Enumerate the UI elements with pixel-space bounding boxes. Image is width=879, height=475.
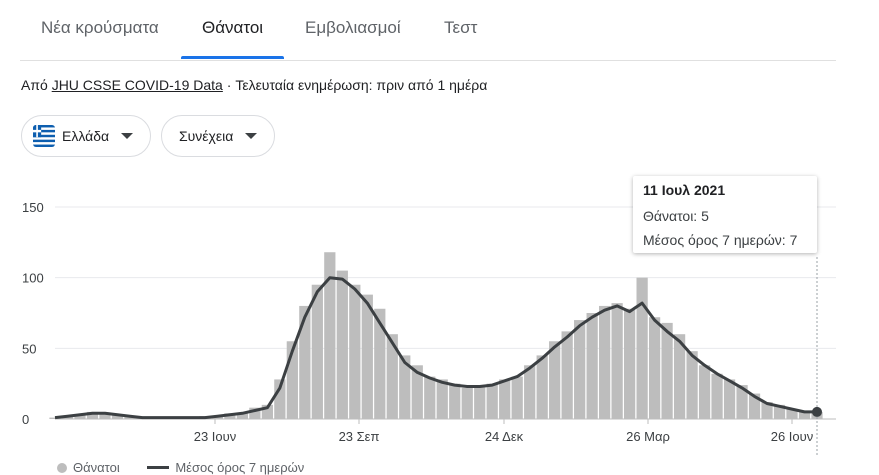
active-tab-indicator xyxy=(181,56,284,59)
chevron-down-icon xyxy=(121,133,134,139)
daily-deaths-bar xyxy=(386,334,398,419)
daily-deaths-bar xyxy=(436,379,448,419)
daily-deaths-bar xyxy=(299,305,311,419)
source-separator: · xyxy=(226,77,232,93)
tab-tests[interactable]: Τεστ xyxy=(444,18,478,37)
y-tick-label: 100 xyxy=(22,271,44,286)
last-updated: Τελευταία ενημέρωση: πριν από 1 ημέρα xyxy=(235,77,488,93)
legend-bars-swatch xyxy=(57,463,67,473)
daily-deaths-bar xyxy=(349,284,361,419)
daily-deaths-bar xyxy=(536,355,548,419)
daily-deaths-bar xyxy=(249,407,261,419)
tooltip-deaths-label: Θάνατοι: xyxy=(643,208,698,224)
tooltip-avg-value: 7 xyxy=(789,232,798,248)
daily-deaths-bar xyxy=(86,411,99,419)
y-tick-label: 50 xyxy=(22,341,36,356)
legend-line-label: Μέσος όρος 7 ημερών xyxy=(175,460,305,475)
daily-deaths-bar xyxy=(586,313,598,419)
daily-deaths-bar xyxy=(611,303,623,419)
tab-bar: Νέα κρούσματα Θάνατοι Εμβολιασμοί Τεστ xyxy=(20,0,836,61)
daily-deaths-bar xyxy=(524,365,536,419)
tooltip-deaths: Θάνατοι: 5 xyxy=(643,204,807,228)
daily-deaths-bar xyxy=(424,376,436,419)
x-tick-label: 26 Μαρ xyxy=(626,429,670,444)
daily-deaths-bar xyxy=(661,322,673,419)
daily-deaths-bar xyxy=(698,365,711,419)
daily-deaths-bar xyxy=(486,383,498,419)
daily-deaths-bar xyxy=(261,404,273,419)
daily-deaths-bar xyxy=(286,341,298,419)
daily-deaths-bar xyxy=(74,414,86,419)
daily-deaths-bar xyxy=(648,317,661,419)
daily-deaths-bar xyxy=(499,379,511,419)
daily-deaths-bar xyxy=(673,334,686,419)
daily-deaths-bar xyxy=(474,386,486,419)
tooltip-date: 11 Ιουλ 2021 xyxy=(643,182,726,198)
daily-deaths-bar xyxy=(411,365,423,419)
daily-deaths-bar xyxy=(99,413,111,419)
daily-deaths-bar xyxy=(324,252,336,419)
source-link[interactable]: JHU CSSE COVID-19 Data xyxy=(51,77,223,93)
tab-new-cases[interactable]: Νέα κρούσματα xyxy=(41,18,159,37)
daily-deaths-bar xyxy=(399,355,411,419)
daily-deaths-bar xyxy=(574,320,586,419)
hover-point xyxy=(812,406,822,417)
source-prefix: Από xyxy=(21,77,48,93)
daily-deaths-bar xyxy=(449,383,461,419)
tooltip-avg: Μέσος όρος 7 ημερών: 7 xyxy=(643,228,807,252)
legend-line-swatch xyxy=(147,466,170,469)
daily-deaths-bar xyxy=(236,413,248,419)
source-line: Από JHU CSSE COVID-19 Data · Τελευταία ε… xyxy=(21,77,487,93)
daily-deaths-bar xyxy=(274,379,286,419)
daily-deaths-bar xyxy=(361,294,373,419)
x-tick-label: 24 Δεκ xyxy=(485,429,524,444)
location-label: Ελλάδα xyxy=(62,128,110,144)
legend-bars-label: Θάνατοι xyxy=(73,460,120,475)
daily-deaths-bar xyxy=(636,277,648,419)
tab-vaccinations[interactable]: Εμβολιασμοί xyxy=(305,18,401,37)
chart-tooltip: 11 Ιουλ 2021 Θάνατοι: 5 Μέσος όρος 7 ημε… xyxy=(633,176,817,253)
greece-flag-icon xyxy=(33,125,55,147)
chart-legend: Θάνατοι Μέσος όρος 7 ημερών xyxy=(57,460,304,475)
y-tick-label: 0 xyxy=(22,412,29,427)
daily-deaths-bar xyxy=(711,373,723,419)
daily-deaths-bar xyxy=(786,409,798,419)
daily-deaths-bar xyxy=(461,387,473,419)
daily-deaths-bar xyxy=(549,341,561,419)
daily-deaths-bar xyxy=(761,402,773,419)
daily-deaths-bar xyxy=(561,331,573,419)
daily-deaths-bar xyxy=(798,411,811,419)
location-dropdown[interactable]: Ελλάδα xyxy=(21,115,151,157)
daily-deaths-bar xyxy=(336,270,348,419)
deaths-chart[interactable]: 0 50 100 150 23 Ιουν 23 Σεπ 24 Δεκ 26 Μαρ 26 Ιο… xyxy=(0,165,879,455)
tooltip-deaths-value: 5 xyxy=(701,208,709,224)
x-tick-label: 23 Σεπ xyxy=(339,429,380,444)
tab-deaths[interactable]: Θάνατοι xyxy=(202,18,264,37)
avg-line xyxy=(54,276,817,420)
x-tick-label: 26 Ιουν xyxy=(771,429,814,444)
daily-deaths-bar xyxy=(748,393,761,419)
daily-deaths-bar xyxy=(49,417,61,419)
tooltip-avg-label: Μέσος όρος 7 ημερών: xyxy=(643,232,786,248)
daily-deaths-bar xyxy=(624,308,636,419)
daily-deaths-bar xyxy=(686,351,698,419)
daily-deaths-bar xyxy=(311,284,323,419)
period-dropdown[interactable]: Συνέχεια xyxy=(161,115,275,157)
y-tick-label: 150 xyxy=(22,200,44,215)
chevron-down-icon xyxy=(245,133,258,139)
period-label: Συνέχεια xyxy=(179,128,234,144)
daily-deaths-bar xyxy=(773,404,786,419)
daily-deaths-bar xyxy=(511,376,523,419)
daily-deaths-bar xyxy=(599,305,611,419)
x-tick-label: 23 Ιουν xyxy=(194,429,237,444)
daily-deaths-bar xyxy=(374,308,386,419)
daily-deaths-bar xyxy=(723,379,736,419)
daily-deaths-bar xyxy=(736,385,748,419)
daily-deaths-bar xyxy=(111,414,124,419)
